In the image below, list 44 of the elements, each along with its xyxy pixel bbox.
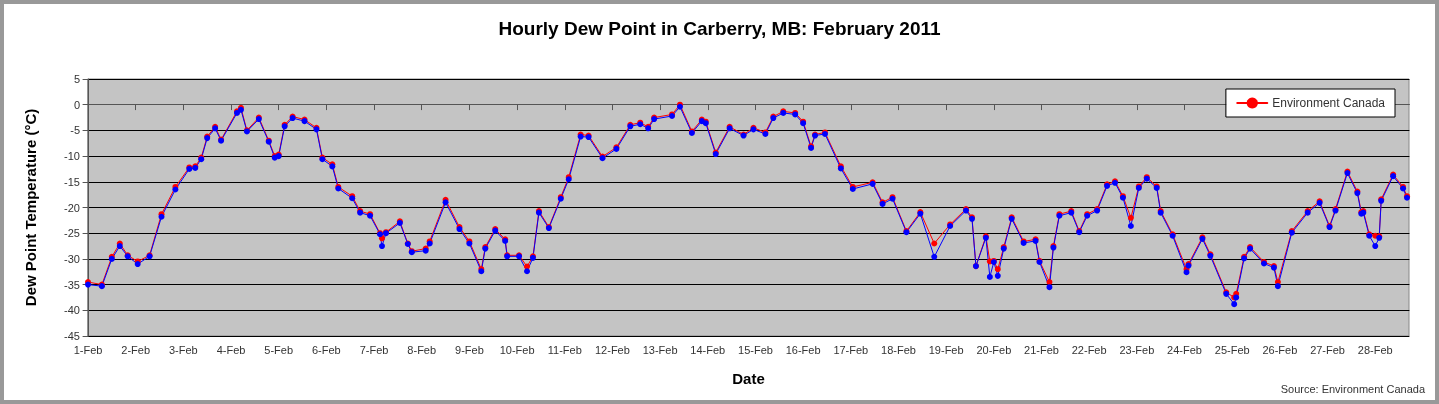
- legend-label: Environment Canada: [1272, 96, 1386, 110]
- x-tick-label: 15-Feb: [738, 343, 773, 356]
- y-axis-title: Dew Point Temperature (°C): [22, 108, 39, 307]
- x-tick-label: 21-Feb: [1024, 343, 1059, 356]
- x-tick-label: 5-Feb: [264, 343, 294, 356]
- x-tick-label: 6-Feb: [312, 343, 341, 356]
- x-tick-label: 7-Feb: [359, 343, 389, 356]
- x-tick-label: 22-Feb: [1071, 343, 1107, 356]
- y-tick-label: -5: [70, 124, 80, 137]
- x-axis-title: Date: [732, 370, 765, 387]
- x-tick-label: 19-Feb: [928, 343, 964, 356]
- x-tick-label: 14-Feb: [690, 343, 726, 356]
- y-tick-label: 5: [73, 73, 80, 85]
- x-tick-label: 11-Feb: [547, 343, 582, 356]
- y-tick-label: -25: [64, 227, 80, 240]
- x-tick-label: 18-Feb: [881, 343, 916, 356]
- x-tick-label: 16-Feb: [785, 343, 821, 356]
- x-tick-label: 20-Feb: [976, 343, 1012, 356]
- x-tick-label: 13-Feb: [642, 343, 678, 356]
- y-tick-label: -10: [64, 150, 80, 163]
- y-tick-label: -35: [64, 278, 80, 291]
- y-tick-label: -30: [64, 252, 80, 265]
- y-tick-label: 0: [73, 98, 80, 111]
- x-tick-label: 24-Feb: [1167, 343, 1202, 356]
- x-tick-label: 23-Feb: [1119, 343, 1155, 356]
- y-tick-label: -45: [64, 330, 80, 342]
- x-tick-label: 2-Feb: [121, 343, 151, 356]
- x-tick-label: 25-Feb: [1214, 343, 1250, 356]
- source-note: Source: Environment Canada: [1280, 382, 1426, 395]
- chart-title: Hourly Dew Point in Carberry, MB: February 2011: [498, 18, 941, 39]
- x-tick-label: 9-Feb: [455, 343, 484, 356]
- x-tick-label: 8-Feb: [407, 343, 437, 356]
- x-tick-label: 3-Feb: [168, 343, 198, 356]
- x-tick-label: 17-Feb: [833, 343, 869, 356]
- x-tick-label: 27-Feb: [1310, 343, 1345, 356]
- x-tick-label: 26-Feb: [1262, 343, 1298, 356]
- x-tick-label: 10-Feb: [499, 343, 535, 356]
- y-tick-label: -40: [64, 304, 80, 317]
- x-tick-label: 28-Feb: [1357, 343, 1393, 356]
- x-tick-label: 1-Feb: [73, 343, 103, 356]
- y-tick-label: -20: [64, 201, 80, 214]
- y-tick-label: -15: [64, 175, 80, 188]
- x-tick-label: 4-Feb: [216, 343, 246, 356]
- x-tick-label: 12-Feb: [595, 343, 630, 356]
